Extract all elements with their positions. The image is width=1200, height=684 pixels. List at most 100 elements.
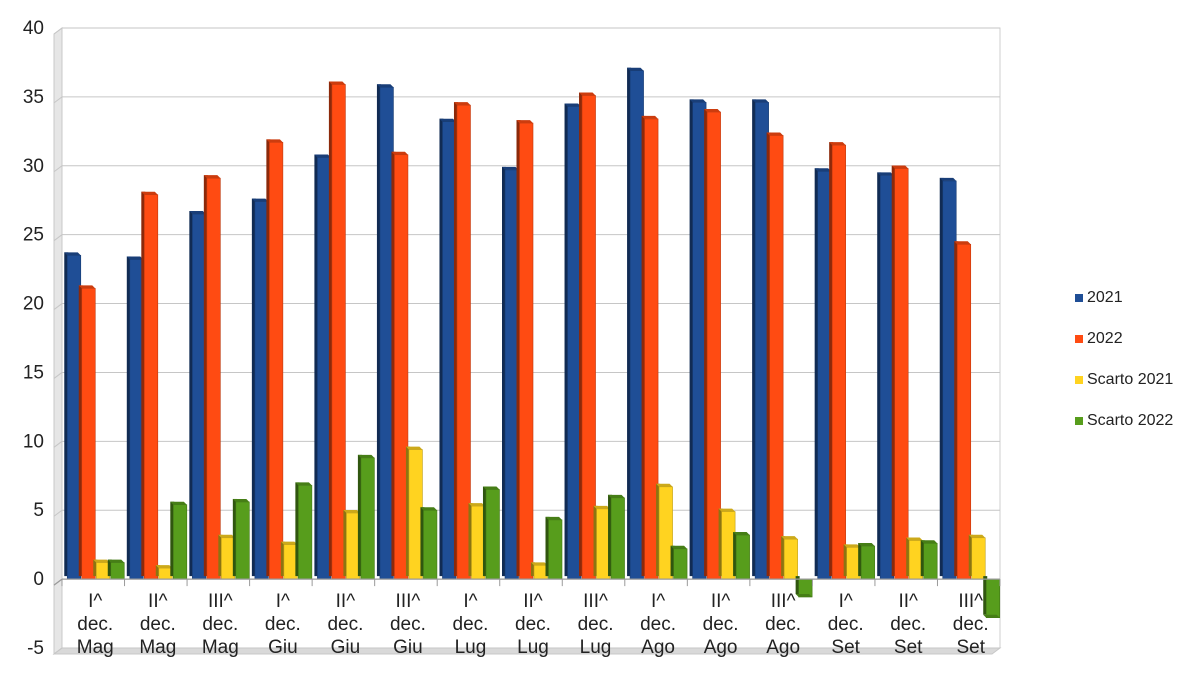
bar-side <box>314 154 319 577</box>
bar-scarto-2022 <box>295 482 313 580</box>
bar-face <box>629 70 644 580</box>
x-tick-label: II^ dec. Giu <box>327 591 363 658</box>
bar-cap <box>766 132 784 136</box>
bar-scarto-2021 <box>593 505 611 580</box>
gridline-wall <box>53 303 63 310</box>
bar-cap <box>545 516 562 520</box>
y-tick-label: 40 <box>23 18 44 39</box>
y-tick-label: 20 <box>23 294 44 315</box>
bar-2021 <box>439 118 457 580</box>
x-tick-label-line: dec. <box>765 614 801 635</box>
bar-scarto-2022 <box>232 498 250 580</box>
bar-scarto-2021 <box>93 559 111 580</box>
y-tick-label: 15 <box>23 362 44 383</box>
bar-side <box>357 454 362 577</box>
bar-2022 <box>203 175 221 580</box>
x-tick-label-line: Set <box>894 637 923 658</box>
x-tick-label-line: dec. <box>890 614 926 635</box>
bar-side <box>328 81 333 577</box>
bar-face <box>519 122 534 580</box>
bar-face <box>860 545 875 580</box>
bar-side <box>376 84 381 577</box>
bar-face <box>144 194 159 580</box>
y-axis-tick-labels: -5 0 5 10 15 20 25 30 35 40 <box>23 18 44 659</box>
x-tick-label-line: I^ <box>88 591 102 612</box>
bar-face <box>394 154 409 580</box>
bar-cap <box>126 256 144 260</box>
bar-side <box>391 151 396 577</box>
bar-face <box>817 170 832 580</box>
bar-face <box>581 95 596 580</box>
bar-side <box>420 507 425 577</box>
bar-face <box>831 144 846 580</box>
legend-item: 2022 <box>1075 330 1123 347</box>
x-tick-label-line: dec. <box>953 614 989 635</box>
bar-side <box>482 486 487 577</box>
bar-side <box>983 576 988 615</box>
bar-face <box>754 102 769 580</box>
bar-side <box>877 172 882 577</box>
bar-face <box>985 578 1001 618</box>
y-tick-label: 30 <box>23 156 44 177</box>
y-tick-label: 25 <box>23 225 44 246</box>
legend-label: Scarto 2021 <box>1087 371 1173 388</box>
bar-scarto-2021 <box>280 541 298 580</box>
bar-side <box>906 537 911 577</box>
bar-side <box>608 494 613 577</box>
x-tick-label-line: dec. <box>515 614 551 635</box>
x-tick-label-line: Ago <box>641 637 675 658</box>
bar-cap <box>564 103 582 107</box>
bar-side <box>531 562 535 577</box>
bar-cap <box>608 494 625 498</box>
bar-face <box>548 519 563 580</box>
bar-face <box>533 565 548 580</box>
bar-side <box>858 543 863 577</box>
x-tick-label-line: Giu <box>268 637 298 658</box>
bar-face <box>692 102 707 580</box>
bar-2021 <box>502 166 519 580</box>
bar-side <box>829 142 834 577</box>
bar-cap <box>939 177 957 181</box>
x-tick-label: I^ dec. Mag <box>77 591 114 658</box>
bar-face <box>129 259 144 580</box>
bar-cap <box>64 252 81 256</box>
bar-cap <box>343 509 360 513</box>
bar-face <box>658 486 673 580</box>
bar-scarto-2022 <box>733 532 750 580</box>
legend-item: Scarto 2022 <box>1075 412 1173 429</box>
x-tick-label-line: Ago <box>704 637 738 658</box>
bar-face <box>908 540 924 580</box>
bar-side <box>641 115 646 577</box>
bar-side <box>704 109 709 577</box>
bar-2022 <box>453 102 471 580</box>
bar-2022 <box>266 139 284 580</box>
bar-side <box>766 132 771 577</box>
bar-2022 <box>78 285 96 580</box>
bar-side <box>670 545 675 577</box>
bar-cap <box>983 614 1000 618</box>
bar-scarto-2022 <box>795 576 813 598</box>
x-tick-label-line: II^ <box>523 591 543 612</box>
x-tick-label: I^ dec. Lug <box>453 591 489 658</box>
bar-face <box>471 505 486 580</box>
bar-cap <box>593 505 611 509</box>
bar-face <box>879 175 895 580</box>
bar-side <box>295 482 300 577</box>
gridline-wall <box>53 234 63 242</box>
bar-cap <box>829 142 846 146</box>
bar-face <box>846 547 861 580</box>
bar-face <box>423 509 438 580</box>
x-tick-label-line: II^ <box>336 591 356 612</box>
bar-cap <box>733 532 750 536</box>
y-tick-label: 0 <box>33 569 44 590</box>
x-tick-label: II^ dec. Lug <box>515 591 551 658</box>
legend-swatch <box>1075 294 1083 302</box>
bar-cap <box>314 154 331 158</box>
bar-face <box>721 511 736 580</box>
x-tick-label-line: III^ <box>583 591 608 612</box>
bar-face <box>783 538 798 580</box>
bar-face <box>283 544 298 580</box>
bar-side <box>781 536 786 577</box>
bar-side <box>891 165 896 577</box>
